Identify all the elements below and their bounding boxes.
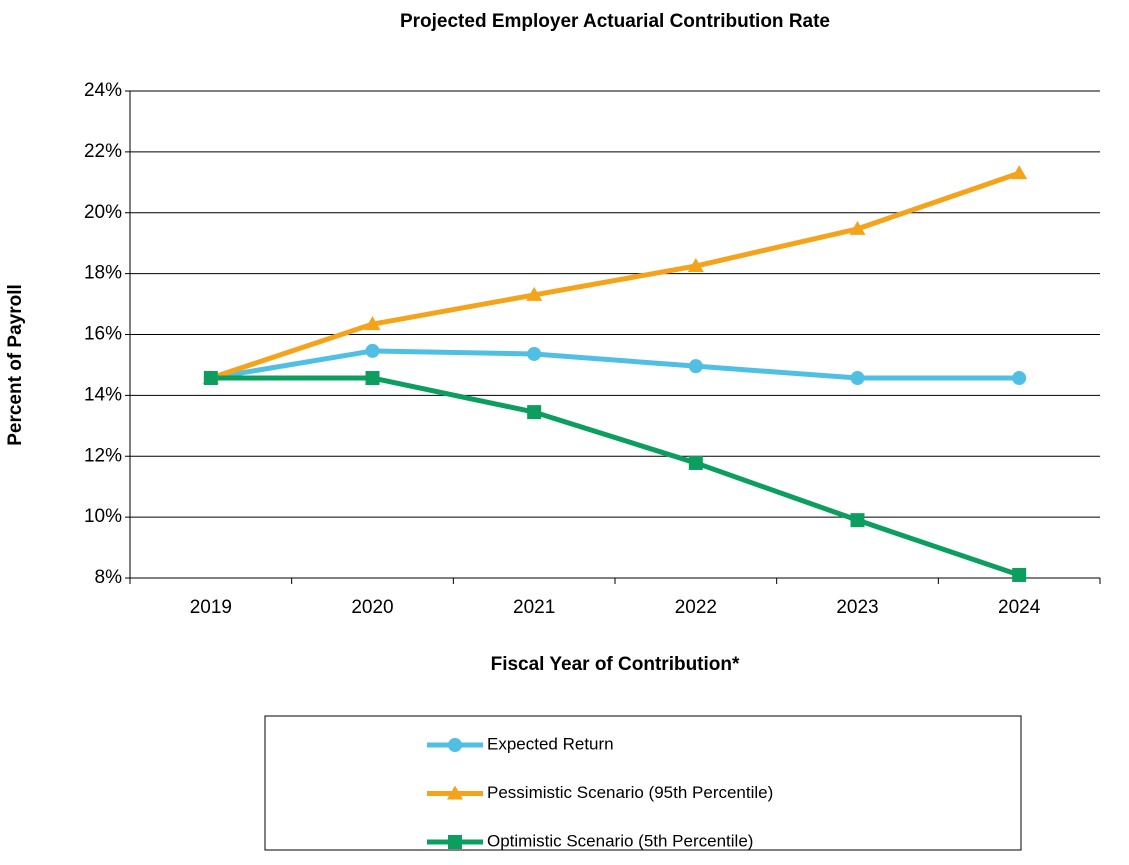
series-line xyxy=(210,170,1020,381)
data-point xyxy=(365,371,380,386)
y-tick-label: 12% xyxy=(84,445,122,466)
y-tick-label: 10% xyxy=(84,506,122,527)
y-tick-label: 14% xyxy=(84,384,122,405)
legend-marker xyxy=(448,738,462,752)
x-tick-label: 2019 xyxy=(190,597,232,618)
legend-marker xyxy=(447,785,463,800)
x-tick-label: 2023 xyxy=(836,597,878,618)
x-tick-label: 2024 xyxy=(998,597,1041,618)
data-point xyxy=(526,286,543,301)
y-tick-label: 24% xyxy=(84,80,122,101)
data-point xyxy=(688,455,703,470)
x-axis-label: Fiscal Year of Contribution* xyxy=(491,654,740,675)
x-tick-label: 2022 xyxy=(675,597,717,618)
data-point xyxy=(687,258,704,273)
data-point xyxy=(849,220,866,235)
series-line xyxy=(210,375,1020,578)
legend-marker xyxy=(448,835,462,849)
legend-label: Pessimistic Scenario (95th Percentile) xyxy=(487,783,773,802)
series-line xyxy=(210,348,1020,381)
x-tick-label: 2020 xyxy=(351,597,393,618)
data-point xyxy=(850,371,865,386)
data-point xyxy=(1012,371,1027,386)
data-point xyxy=(850,513,865,528)
data-point xyxy=(365,343,380,358)
y-tick-label: 8% xyxy=(95,567,123,588)
legend-box xyxy=(264,715,1022,851)
data-point xyxy=(203,371,218,386)
y-tick-label: 20% xyxy=(84,202,122,223)
data-point xyxy=(1012,567,1027,582)
x-tick-label: 2021 xyxy=(513,597,555,618)
y-tick-label: 16% xyxy=(84,324,122,345)
legend-label: Optimistic Scenario (5th Percentile) xyxy=(487,831,753,850)
legend-label: Expected Return xyxy=(487,734,614,753)
data-point xyxy=(688,359,703,374)
data-point xyxy=(1011,165,1028,180)
y-tick-label: 18% xyxy=(84,263,122,284)
chart-title: Projected Employer Actuarial Contributio… xyxy=(400,11,830,32)
data-point xyxy=(527,346,542,361)
y-axis-label: Percent of Payroll xyxy=(5,284,26,446)
data-point xyxy=(527,405,542,420)
data-point xyxy=(364,316,381,331)
y-tick-label: 22% xyxy=(84,141,122,162)
